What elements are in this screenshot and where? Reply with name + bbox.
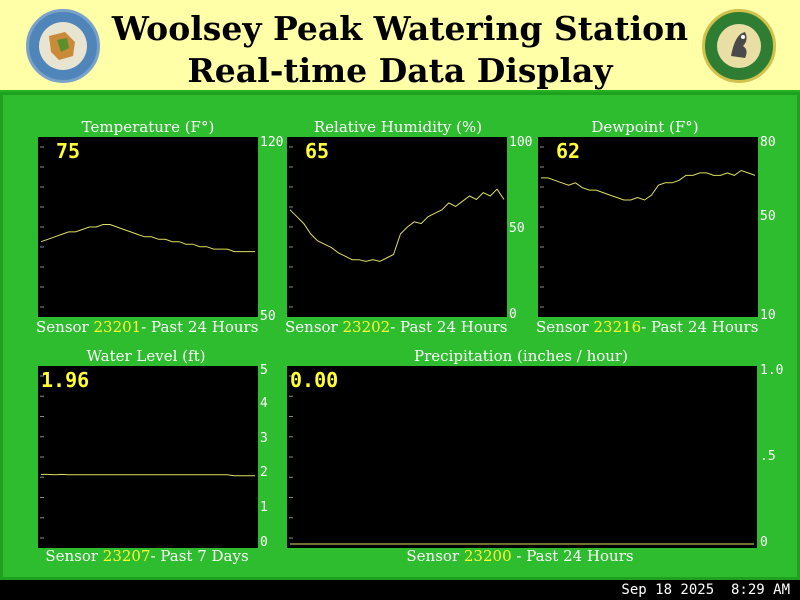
water-level-y-2-label: 2	[260, 465, 268, 480]
water-level-plot	[38, 366, 258, 548]
dewpoint-y-mid-label: 50	[760, 209, 776, 224]
data-panel: Temperature (F°) 75 120 50 Sensor 23201-…	[0, 92, 800, 580]
sensor-prefix: Sensor	[285, 318, 343, 336]
sensor-id: 23200	[463, 547, 512, 565]
sensor-prefix: Sensor	[536, 318, 594, 336]
sensor-period: - Past 24 Hours	[511, 547, 634, 565]
sensor-period: - Past 7 Days	[150, 547, 249, 565]
temperature-chart	[40, 146, 255, 308]
status-bar: Sep 18 2025 8:29 AM	[0, 580, 800, 600]
series-line	[541, 169, 756, 201]
dewpoint-plot	[538, 137, 758, 317]
sensor-period: - Past 24 Hours	[641, 318, 759, 336]
series-line	[40, 224, 255, 253]
precipitation-y-max-label: 1.0	[760, 363, 784, 378]
temperature-y-max-label: 120	[260, 135, 284, 150]
water-level-current-value: 1.96	[41, 368, 90, 392]
dewpoint-current-value: 62	[556, 139, 581, 163]
humidity-y-max-label: 100	[509, 135, 533, 150]
dewpoint-sensor-label: Sensor 23216- Past 24 Hours	[536, 318, 758, 336]
header: Woolsey Peak Watering Station Real-time …	[0, 0, 800, 92]
water-level-y-5-label: 5	[260, 363, 268, 378]
precipitation-y-min-label: 0	[760, 535, 768, 550]
station-title: Woolsey Peak Watering Station	[111, 9, 689, 48]
timestamp: Sep 18 2025 8:29 AM	[621, 582, 790, 598]
series-line	[289, 188, 505, 262]
humidity-y-min-label: 0	[509, 307, 517, 322]
water-level-y-3-label: 3	[260, 431, 268, 446]
dewpoint-y-min-label: 10	[760, 308, 776, 323]
humidity-plot	[287, 137, 507, 317]
precipitation-chart-title: Precipitation (inches / hour)	[414, 347, 628, 365]
sensor-prefix: Sensor	[45, 547, 103, 565]
precipitation-sensor-label: Sensor 23200 - Past 24 Hours	[287, 547, 753, 565]
water-level-chart-title: Water Level (ft)	[86, 347, 206, 365]
sensor-id: 23201	[93, 318, 142, 336]
dewpoint-chart-title: Dewpoint (F°)	[591, 118, 699, 136]
precipitation-current-value: 0.00	[290, 368, 339, 392]
display-subtitle: Real-time Data Display	[187, 51, 613, 90]
water-level-y-4-label: 4	[260, 396, 268, 411]
arizona-game-fish-logo	[702, 9, 776, 83]
flood-control-district-logo	[26, 9, 100, 83]
sensor-id: 23207	[102, 547, 151, 565]
water-level-chart	[40, 375, 255, 539]
sensor-period: - Past 24 Hours	[141, 318, 259, 336]
temperature-sensor-label: Sensor 23201- Past 24 Hours	[36, 318, 258, 336]
temperature-current-value: 75	[56, 139, 81, 163]
temperature-chart-title: Temperature (F°)	[81, 118, 215, 136]
sensor-prefix: Sensor	[406, 547, 464, 565]
water-level-sensor-label: Sensor 23207- Past 7 Days	[36, 547, 258, 565]
precipitation-plot	[287, 366, 757, 548]
sensor-id: 23202	[342, 318, 391, 336]
temperature-y-min-label: 50	[260, 309, 276, 324]
temperature-plot	[38, 137, 258, 317]
sensor-period: - Past 24 Hours	[390, 318, 508, 336]
dewpoint-chart	[540, 146, 756, 308]
sensor-id: 23216	[593, 318, 642, 336]
humidity-chart	[289, 146, 505, 308]
sensor-prefix: Sensor	[36, 318, 94, 336]
humidity-current-value: 65	[305, 139, 330, 163]
precipitation-y-mid-label: .5	[760, 449, 776, 464]
humidity-sensor-label: Sensor 23202- Past 24 Hours	[285, 318, 507, 336]
series-line	[41, 473, 255, 477]
humidity-y-mid-label: 50	[509, 221, 525, 236]
precipitation-chart	[289, 375, 754, 545]
dewpoint-y-max-label: 80	[760, 135, 776, 150]
water-level-y-1-label: 1	[260, 500, 268, 515]
water-level-y-0-label: 0	[260, 535, 268, 550]
humidity-chart-title: Relative Humidity (%)	[313, 118, 483, 136]
